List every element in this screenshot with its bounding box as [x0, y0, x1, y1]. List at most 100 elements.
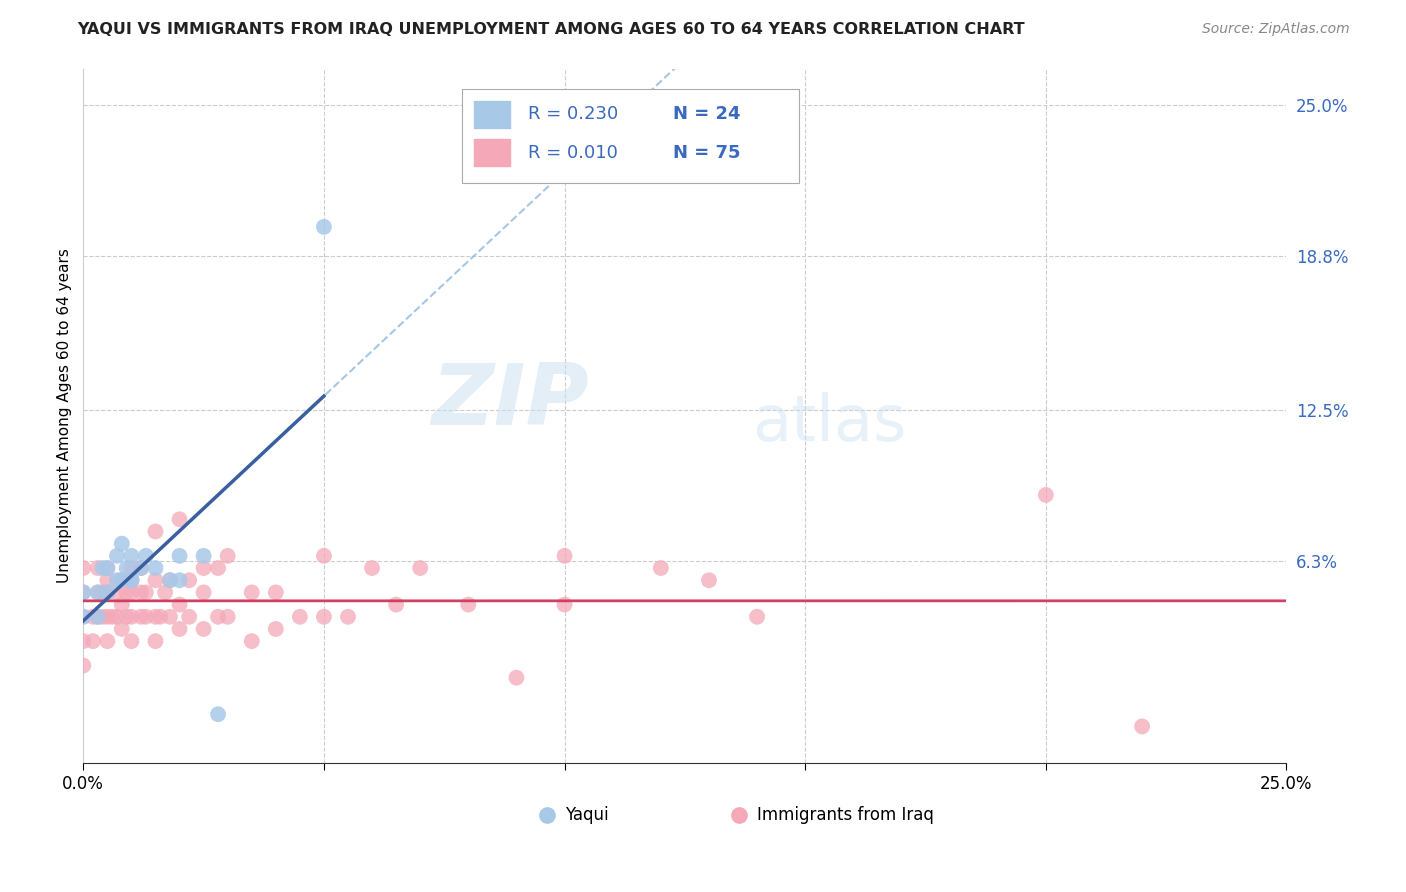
Point [87, 609, 110, 624]
Point [135, 549, 157, 563]
Bar [474, 101, 510, 128]
Point [120, 549, 142, 563]
Y-axis label: Unemployment Among Ages 60 to 64 years: Unemployment Among Ages 60 to 64 years [58, 248, 72, 583]
Text: ZIP: ZIP [432, 360, 589, 443]
Point [96, 573, 118, 587]
Point [129, 561, 152, 575]
Text: atlas: atlas [752, 392, 907, 454]
Point [554, 598, 576, 612]
Point [264, 622, 287, 636]
Point [129, 585, 152, 599]
Point [240, 585, 263, 599]
Point [312, 609, 335, 624]
Point [105, 609, 128, 624]
Text: R = 0.010: R = 0.010 [529, 144, 619, 161]
Point [288, 609, 311, 624]
Point [145, 524, 167, 539]
Point [217, 609, 239, 624]
Point [72, 561, 94, 575]
Point [1130, 719, 1153, 733]
Point [264, 585, 287, 599]
Point [169, 512, 191, 526]
Point [745, 609, 768, 624]
Text: N = 24: N = 24 [673, 105, 741, 123]
Point [145, 634, 167, 648]
Text: Source: ZipAtlas.com: Source: ZipAtlas.com [1202, 22, 1350, 37]
Point [101, 609, 124, 624]
Point [72, 585, 94, 599]
Point [409, 561, 432, 575]
Point [87, 585, 110, 599]
Point [105, 573, 128, 587]
Point [96, 561, 118, 575]
Point [385, 598, 408, 612]
Point [72, 585, 94, 599]
Point [153, 585, 176, 599]
Point [72, 634, 94, 648]
Point [207, 561, 229, 575]
Point [193, 622, 215, 636]
Point [129, 561, 152, 575]
Point [179, 609, 201, 624]
Point [96, 585, 118, 599]
Point [650, 561, 672, 575]
Point [159, 573, 181, 587]
Text: YAQUI VS IMMIGRANTS FROM IRAQ UNEMPLOYMENT AMONG AGES 60 TO 64 YEARS CORRELATION: YAQUI VS IMMIGRANTS FROM IRAQ UNEMPLOYME… [77, 22, 1025, 37]
Point [240, 634, 263, 648]
Point [115, 609, 138, 624]
Point [169, 549, 191, 563]
Point [169, 622, 191, 636]
Point [159, 573, 181, 587]
Point [91, 609, 114, 624]
Point [207, 609, 229, 624]
Point [115, 561, 138, 575]
Point [169, 598, 191, 612]
Point [87, 561, 110, 575]
Point [1035, 488, 1057, 502]
Point [120, 561, 142, 575]
Bar [474, 139, 510, 166]
Point [457, 598, 479, 612]
Point [87, 585, 110, 599]
Point [111, 536, 134, 550]
Point [120, 609, 142, 624]
Point [361, 561, 384, 575]
Point [105, 549, 128, 563]
Point [145, 573, 167, 587]
Point [120, 573, 142, 587]
Point [105, 585, 128, 599]
Text: Immigrants from Iraq: Immigrants from Iraq [756, 806, 934, 824]
Point [87, 609, 110, 624]
Point [554, 549, 576, 563]
Text: N = 75: N = 75 [673, 144, 741, 161]
Text: Yaqui: Yaqui [565, 806, 609, 824]
Point [72, 609, 94, 624]
Point [120, 634, 142, 648]
Point [207, 707, 229, 722]
Point [96, 561, 118, 575]
Point [217, 549, 239, 563]
Point [82, 609, 104, 624]
Point [96, 585, 118, 599]
Text: R = 0.230: R = 0.230 [529, 105, 619, 123]
Point [135, 609, 157, 624]
Point [179, 573, 201, 587]
Point [120, 573, 142, 587]
Point [111, 598, 134, 612]
Point [120, 573, 142, 587]
Point [96, 609, 118, 624]
Point [72, 609, 94, 624]
Point [135, 585, 157, 599]
Point [115, 585, 138, 599]
Point [111, 573, 134, 587]
Point [129, 609, 152, 624]
Point [149, 609, 172, 624]
Point [120, 585, 142, 599]
Point [72, 658, 94, 673]
Point [193, 561, 215, 575]
Point [145, 561, 167, 575]
Point [82, 634, 104, 648]
Point [193, 549, 215, 563]
Point [91, 585, 114, 599]
Point [96, 634, 118, 648]
